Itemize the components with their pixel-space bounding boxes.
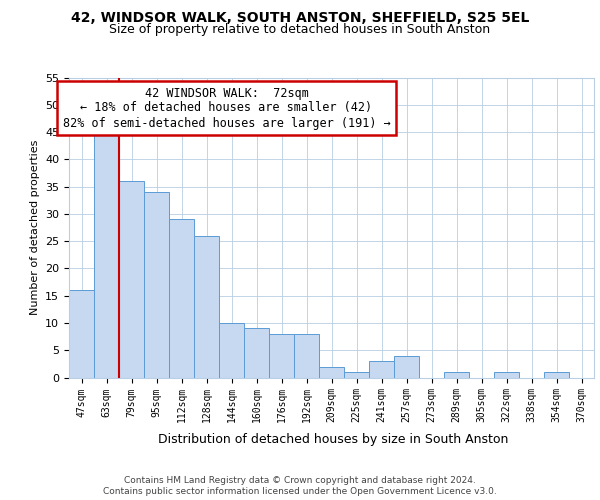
- Bar: [294, 334, 319, 378]
- Text: Contains HM Land Registry data © Crown copyright and database right 2024.: Contains HM Land Registry data © Crown c…: [124, 476, 476, 485]
- Bar: [144, 192, 169, 378]
- Bar: [444, 372, 469, 378]
- Bar: [494, 372, 519, 378]
- Bar: [94, 132, 119, 378]
- Bar: [119, 181, 144, 378]
- Bar: [269, 334, 294, 378]
- Text: Contains public sector information licensed under the Open Government Licence v3: Contains public sector information licen…: [103, 487, 497, 496]
- Bar: [319, 366, 344, 378]
- Text: 42, WINDSOR WALK, SOUTH ANSTON, SHEFFIELD, S25 5EL: 42, WINDSOR WALK, SOUTH ANSTON, SHEFFIEL…: [71, 11, 529, 25]
- Bar: [369, 361, 394, 378]
- Bar: [169, 220, 194, 378]
- Text: 42 WINDSOR WALK:  72sqm
← 18% of detached houses are smaller (42)
82% of semi-de: 42 WINDSOR WALK: 72sqm ← 18% of detached…: [62, 86, 391, 130]
- Y-axis label: Number of detached properties: Number of detached properties: [29, 140, 40, 315]
- Text: Distribution of detached houses by size in South Anston: Distribution of detached houses by size …: [158, 432, 508, 446]
- Text: Size of property relative to detached houses in South Anston: Size of property relative to detached ho…: [109, 22, 491, 36]
- Bar: [244, 328, 269, 378]
- Bar: [219, 323, 244, 378]
- Bar: [394, 356, 419, 378]
- Bar: [344, 372, 369, 378]
- Bar: [194, 236, 219, 378]
- Bar: [69, 290, 94, 378]
- Bar: [544, 372, 569, 378]
